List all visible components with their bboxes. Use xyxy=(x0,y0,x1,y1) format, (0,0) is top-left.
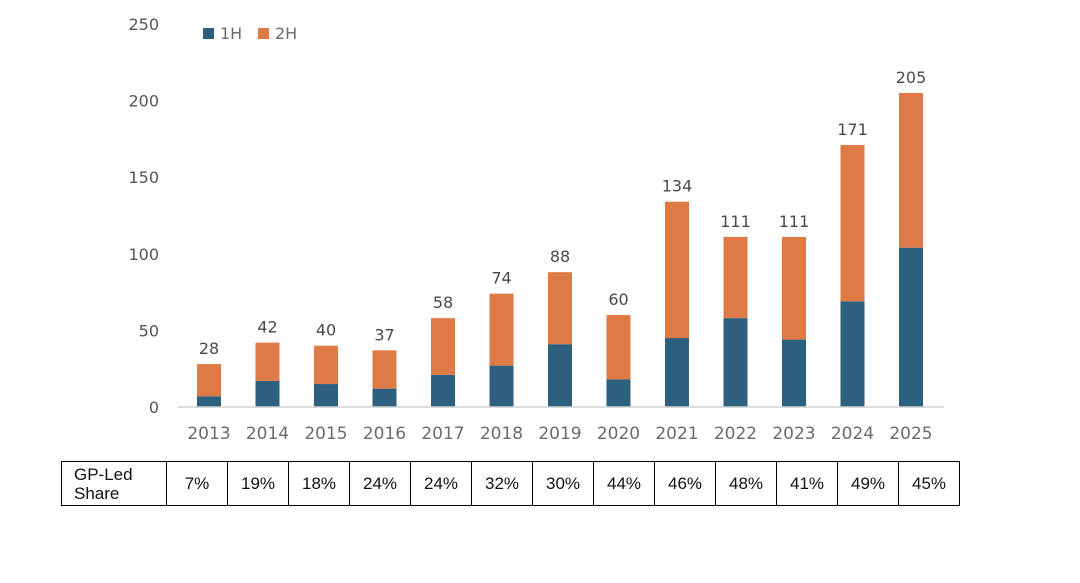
bar-1h-2025 xyxy=(899,247,923,407)
table-cell: 24% xyxy=(410,461,472,506)
total-label: 74 xyxy=(491,269,511,288)
bar-1h-2014 xyxy=(255,380,280,407)
x-tick-label: 2023 xyxy=(772,424,815,444)
bar-2h-2018 xyxy=(489,293,514,366)
y-tick-label: 250 xyxy=(128,15,159,34)
table-row-label: GP-Led Share xyxy=(61,461,167,506)
bar-2h-2016 xyxy=(372,350,397,389)
bar-2h-2014 xyxy=(255,342,280,381)
table-cell: 45% xyxy=(898,461,960,506)
bar-1h-2021 xyxy=(665,338,689,407)
table-cell: 32% xyxy=(471,461,533,506)
bar-1h-2023 xyxy=(782,339,806,407)
table-cell: 24% xyxy=(349,461,411,506)
y-tick-label: 200 xyxy=(128,92,159,111)
x-tick-label: 2015 xyxy=(304,424,347,444)
legend-label-2h: 2H xyxy=(275,24,297,43)
y-axis: 0 50 100 150 200 250 xyxy=(128,15,159,417)
table-cell: 44% xyxy=(593,461,655,506)
bar-2h-2022 xyxy=(723,236,748,319)
total-label: 111 xyxy=(779,212,810,231)
total-label: 40 xyxy=(316,321,336,340)
bar-1h-2016 xyxy=(372,388,397,407)
total-label: 88 xyxy=(550,247,570,266)
y-tick-label: 50 xyxy=(139,321,159,340)
table-cell: 49% xyxy=(837,461,899,506)
x-tick-label: 2024 xyxy=(831,424,874,444)
table-cell: 18% xyxy=(288,461,350,506)
x-tick-label: 2019 xyxy=(538,424,581,444)
total-label: 205 xyxy=(896,68,927,87)
bar-2h-2013 xyxy=(197,364,221,397)
total-label: 37 xyxy=(374,325,394,344)
table-cell: 19% xyxy=(227,461,289,506)
table-row: GP-Led Share 7% 19% 18% 24% 24% 32% 30% … xyxy=(61,461,960,506)
table-cell: 30% xyxy=(532,461,594,506)
total-label: 58 xyxy=(433,293,453,312)
total-label: 171 xyxy=(837,120,868,139)
gp-led-share-table: GP-Led Share 7% 19% 18% 24% 24% 32% 30% … xyxy=(61,461,960,506)
bar-1h-2015 xyxy=(314,384,338,407)
bar-2h-2017 xyxy=(431,318,455,375)
total-label: 134 xyxy=(662,177,693,196)
total-label: 111 xyxy=(720,212,751,231)
x-tick-label: 2014 xyxy=(246,424,289,444)
x-tick-label: 2018 xyxy=(480,424,523,444)
x-tick-label: 2013 xyxy=(187,424,230,444)
table-cell: 46% xyxy=(654,461,716,506)
bar-2h-2021 xyxy=(665,201,689,339)
bar-2h-2020 xyxy=(606,315,631,380)
x-tick-label: 2021 xyxy=(655,424,698,444)
x-tick-label: 2020 xyxy=(597,424,640,444)
bar-2h-2023 xyxy=(782,236,806,340)
x-tick-label: 2025 xyxy=(889,424,932,444)
legend-label-1h: 1H xyxy=(220,24,242,43)
y-tick-label: 0 xyxy=(149,398,159,417)
table-cell: 48% xyxy=(715,461,777,506)
y-tick-label: 150 xyxy=(128,168,159,187)
bar-2h-2015 xyxy=(314,345,338,385)
legend: 1H 2H xyxy=(203,24,297,43)
x-axis: 2013 2014 2015 2016 2017 2018 2019 2020 2021 2022… xyxy=(187,424,932,444)
bar-1h-2022 xyxy=(723,318,748,407)
x-tick-label: 2017 xyxy=(421,424,464,444)
bar-1h-2019 xyxy=(548,344,572,407)
bar-1h-2024 xyxy=(840,301,865,407)
x-tick-label: 2022 xyxy=(714,424,757,444)
total-label: 60 xyxy=(608,290,628,309)
bar-1h-2020 xyxy=(606,379,631,407)
legend-swatch-1h xyxy=(203,28,214,39)
bar-1h-2013 xyxy=(197,396,221,407)
bar-1h-2017 xyxy=(431,374,455,407)
total-label: 28 xyxy=(199,339,219,358)
legend-swatch-2h xyxy=(258,28,269,39)
bar-1h-2018 xyxy=(489,365,514,407)
bar-2h-2024 xyxy=(840,145,865,302)
table-cell: 7% xyxy=(166,461,228,506)
total-labels: 28 42 40 37 58 74 88 60 134 111 111 171 205 xyxy=(199,68,926,358)
x-tick-label: 2016 xyxy=(363,424,406,444)
bar-2h-2019 xyxy=(548,272,572,345)
stacked-bar-chart: 0 50 100 150 200 250 28 42 40 37 58 74 88 60 134 111 11… xyxy=(128,15,944,444)
table-cell: 41% xyxy=(776,461,838,506)
total-label: 42 xyxy=(257,318,277,337)
bar-2h-2025 xyxy=(899,92,923,248)
y-tick-label: 100 xyxy=(128,245,159,264)
bars xyxy=(197,92,923,407)
